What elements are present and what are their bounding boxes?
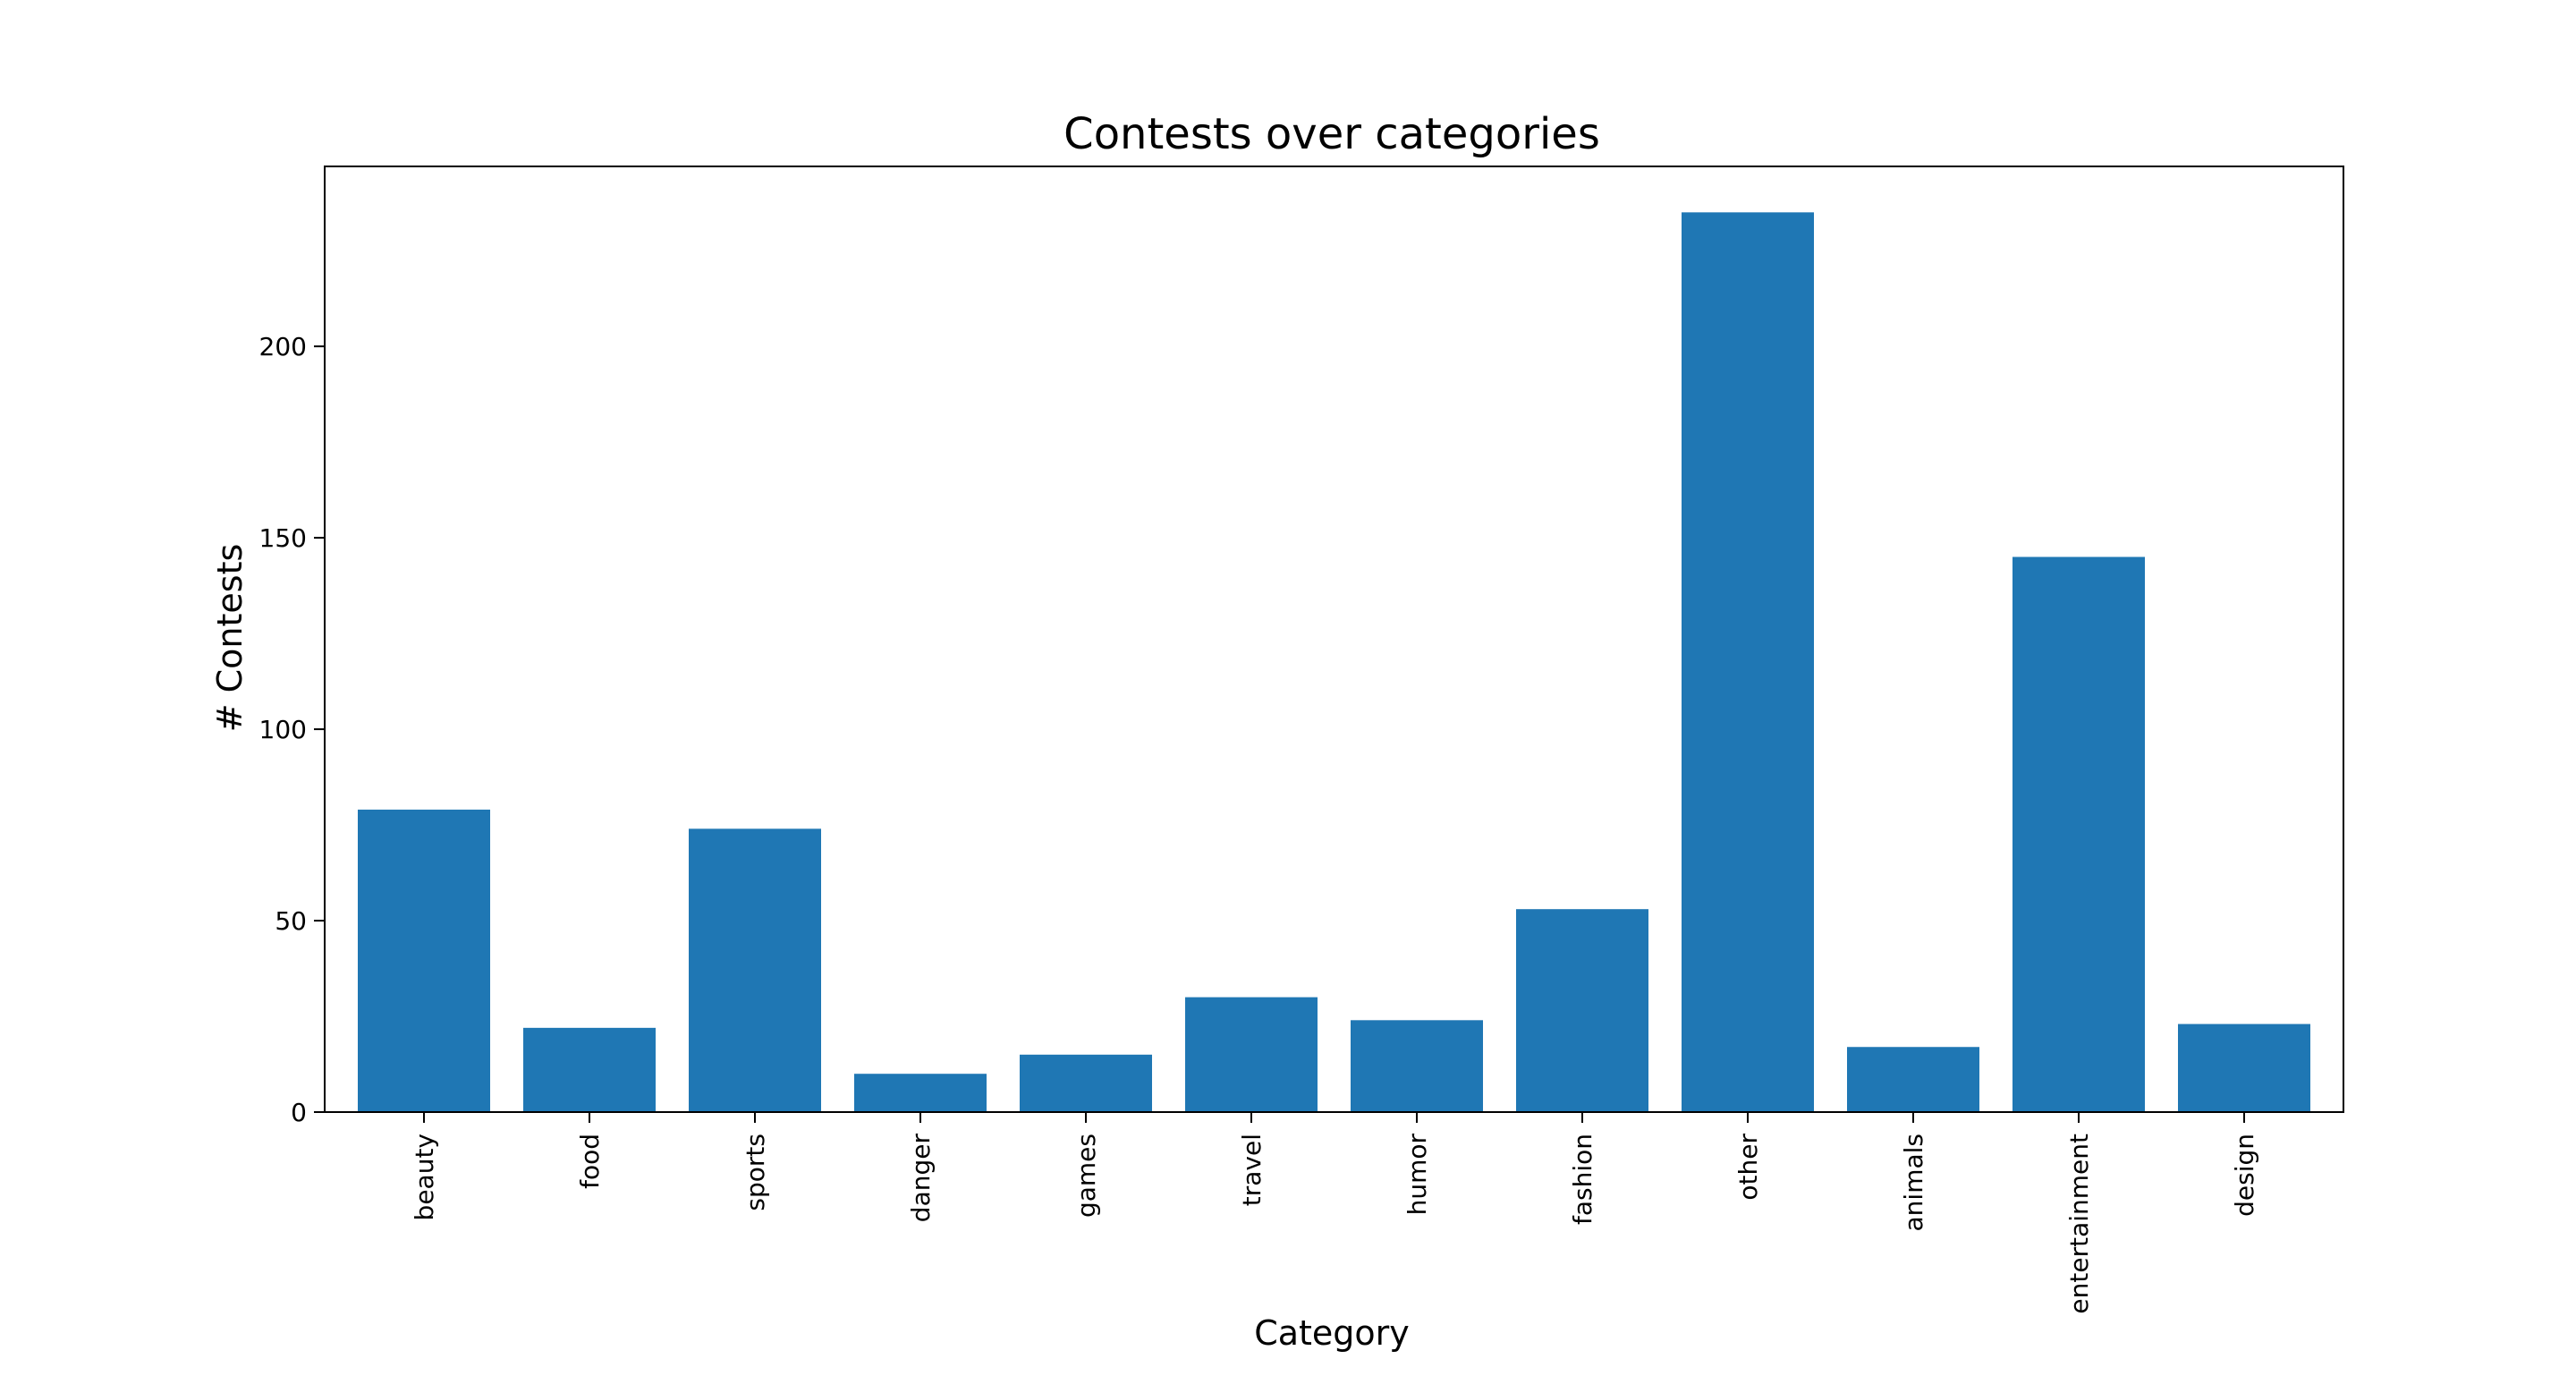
bar-fashion	[1516, 909, 1648, 1112]
x-tick-label-sports: sports	[741, 1134, 770, 1211]
x-tick-label-animals: animals	[1899, 1134, 1928, 1231]
y-tick-label: 100	[259, 715, 307, 744]
bar-humor	[1351, 1020, 1483, 1112]
bar-entertainment	[2012, 556, 2145, 1112]
bar-animals	[1847, 1047, 1979, 1112]
x-tick-label-games: games	[1072, 1134, 1101, 1218]
x-tick-label-humor: humor	[1402, 1134, 1432, 1216]
x-tick-label-entertainment: entertainment	[2064, 1134, 2094, 1314]
plot-area: 0 50 100 150 200 beauty food sports danger games t…	[259, 166, 2344, 1314]
bar-beauty	[358, 809, 490, 1112]
bar-danger	[854, 1074, 987, 1112]
x-tick-label-other: other	[1733, 1134, 1763, 1201]
bar-design	[2178, 1024, 2310, 1112]
bar-travel	[1185, 997, 1318, 1112]
bar-sports	[689, 828, 821, 1112]
bar-other	[1682, 212, 1814, 1113]
bar-games	[1020, 1054, 1152, 1112]
bar-food	[523, 1027, 656, 1112]
x-tick-label-danger: danger	[906, 1134, 936, 1223]
y-tick-label: 0	[291, 1098, 307, 1127]
x-tick-label-travel: travel	[1237, 1134, 1267, 1206]
y-tick-label: 150	[259, 523, 307, 553]
axes-frame	[324, 166, 2344, 1113]
x-tick-label-design: design	[2230, 1134, 2259, 1217]
x-tick-label-beauty: beauty	[410, 1134, 439, 1220]
y-tick-label: 50	[275, 906, 307, 936]
y-axis-label: # Contests	[210, 544, 250, 733]
x-tick-label-fashion: fashion	[1568, 1134, 1597, 1225]
x-axis-label: Category	[1254, 1313, 1410, 1353]
chart-title: Contests over categories	[1063, 109, 1600, 159]
x-tick-label-food: food	[575, 1134, 605, 1189]
y-tick-label: 200	[259, 332, 307, 361]
